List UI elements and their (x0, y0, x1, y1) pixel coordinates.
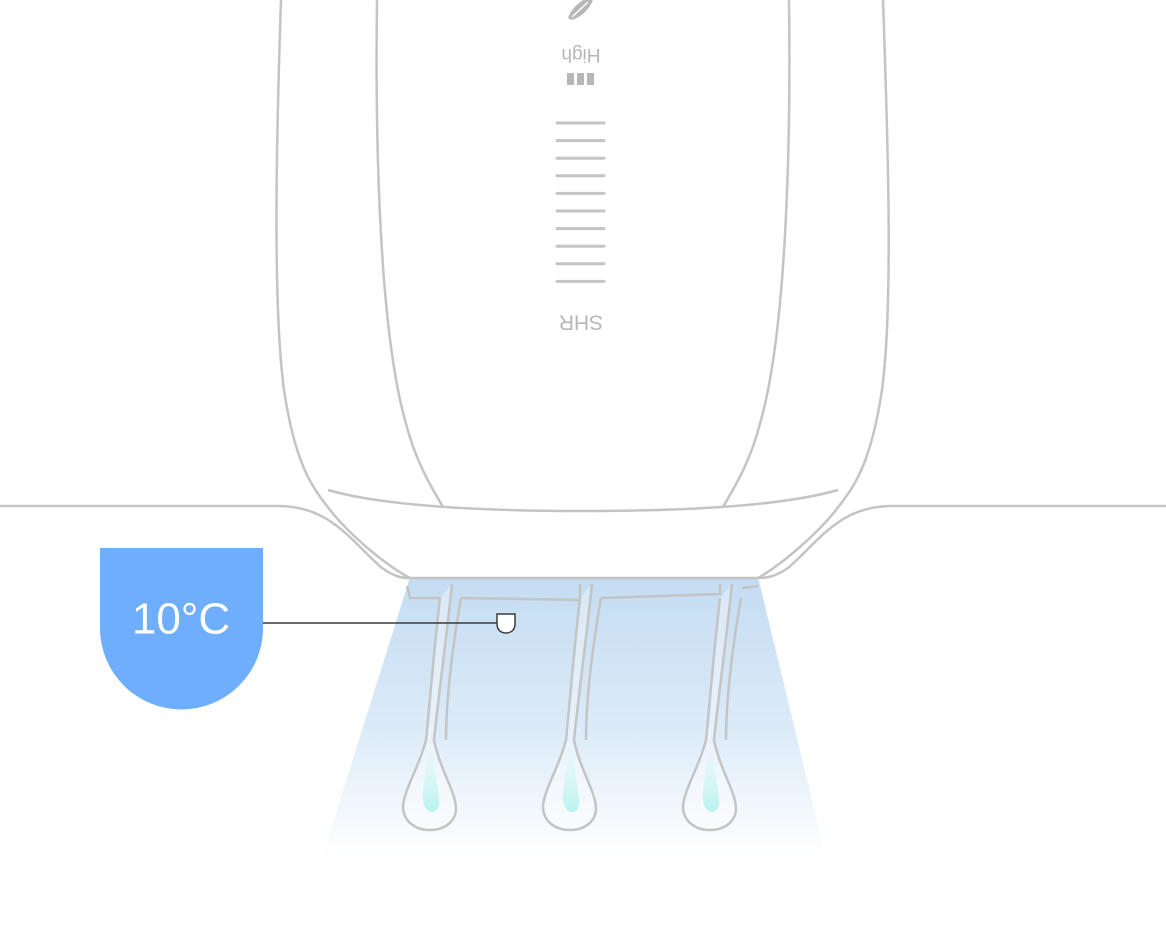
temperature-value: 10°C (132, 595, 230, 644)
device-base-curve (327, 488, 839, 513)
hair-follicle (541, 583, 603, 832)
leaf-icon (568, 0, 593, 20)
vent-slots (555, 121, 606, 283)
cooling-beam (322, 577, 826, 858)
svg-text:High: High (561, 44, 600, 65)
probe-marker (496, 613, 516, 634)
intensity-label: High (561, 44, 600, 65)
svg-text:SHR: SHR (559, 310, 603, 333)
device-body (275, 0, 411, 580)
signal-bars-icon (567, 73, 594, 85)
temperature-badge (100, 548, 263, 710)
skin-surface (0, 504, 1166, 580)
hair-follicle (401, 583, 463, 832)
device-panel (375, 0, 445, 508)
skin-layer (460, 584, 582, 602)
hair-follicle (681, 583, 759, 832)
mode-label: SHR (559, 310, 603, 333)
